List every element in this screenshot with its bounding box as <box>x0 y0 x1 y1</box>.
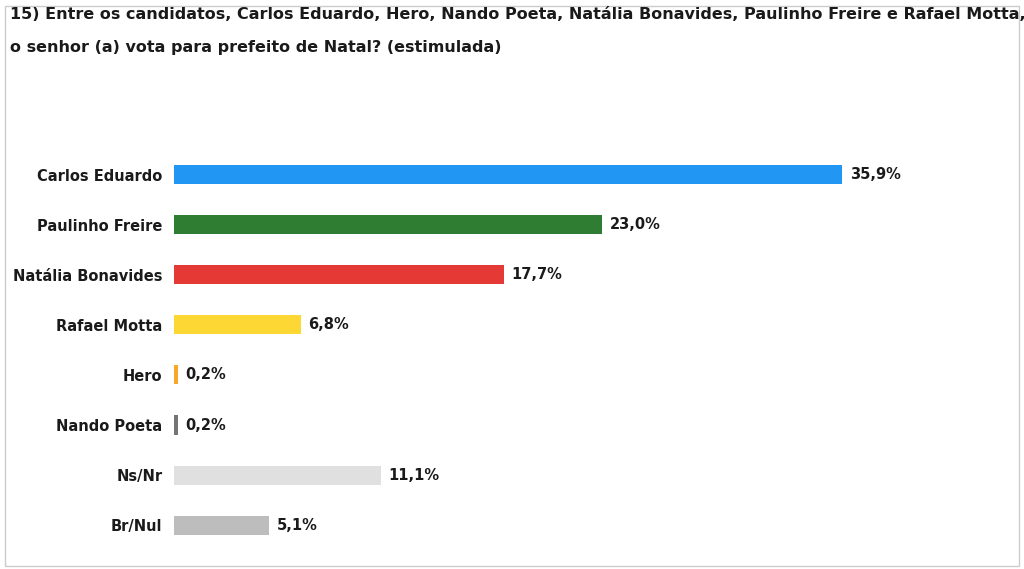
Text: 17,7%: 17,7% <box>511 267 562 282</box>
Text: 0,2%: 0,2% <box>185 418 226 432</box>
Text: 35,9%: 35,9% <box>850 167 901 182</box>
Text: o senhor (a) vota para prefeito de Natal? (estimulada): o senhor (a) vota para prefeito de Natal… <box>10 40 502 55</box>
Text: 11,1%: 11,1% <box>388 468 439 483</box>
Bar <box>174 215 602 234</box>
Text: 6,8%: 6,8% <box>308 318 349 332</box>
Bar <box>174 315 301 335</box>
Text: 23,0%: 23,0% <box>609 217 660 232</box>
Text: 15) Entre os candidatos, Carlos Eduardo, Hero, Nando Poeta, Natália Bonavides, P: 15) Entre os candidatos, Carlos Eduardo,… <box>10 6 1024 22</box>
Text: 5,1%: 5,1% <box>276 518 317 533</box>
Bar <box>174 265 504 284</box>
Bar <box>174 165 843 184</box>
Bar <box>174 415 178 435</box>
Bar <box>174 365 178 385</box>
Bar <box>174 465 381 485</box>
Bar <box>174 516 269 535</box>
Text: 0,2%: 0,2% <box>185 368 226 382</box>
